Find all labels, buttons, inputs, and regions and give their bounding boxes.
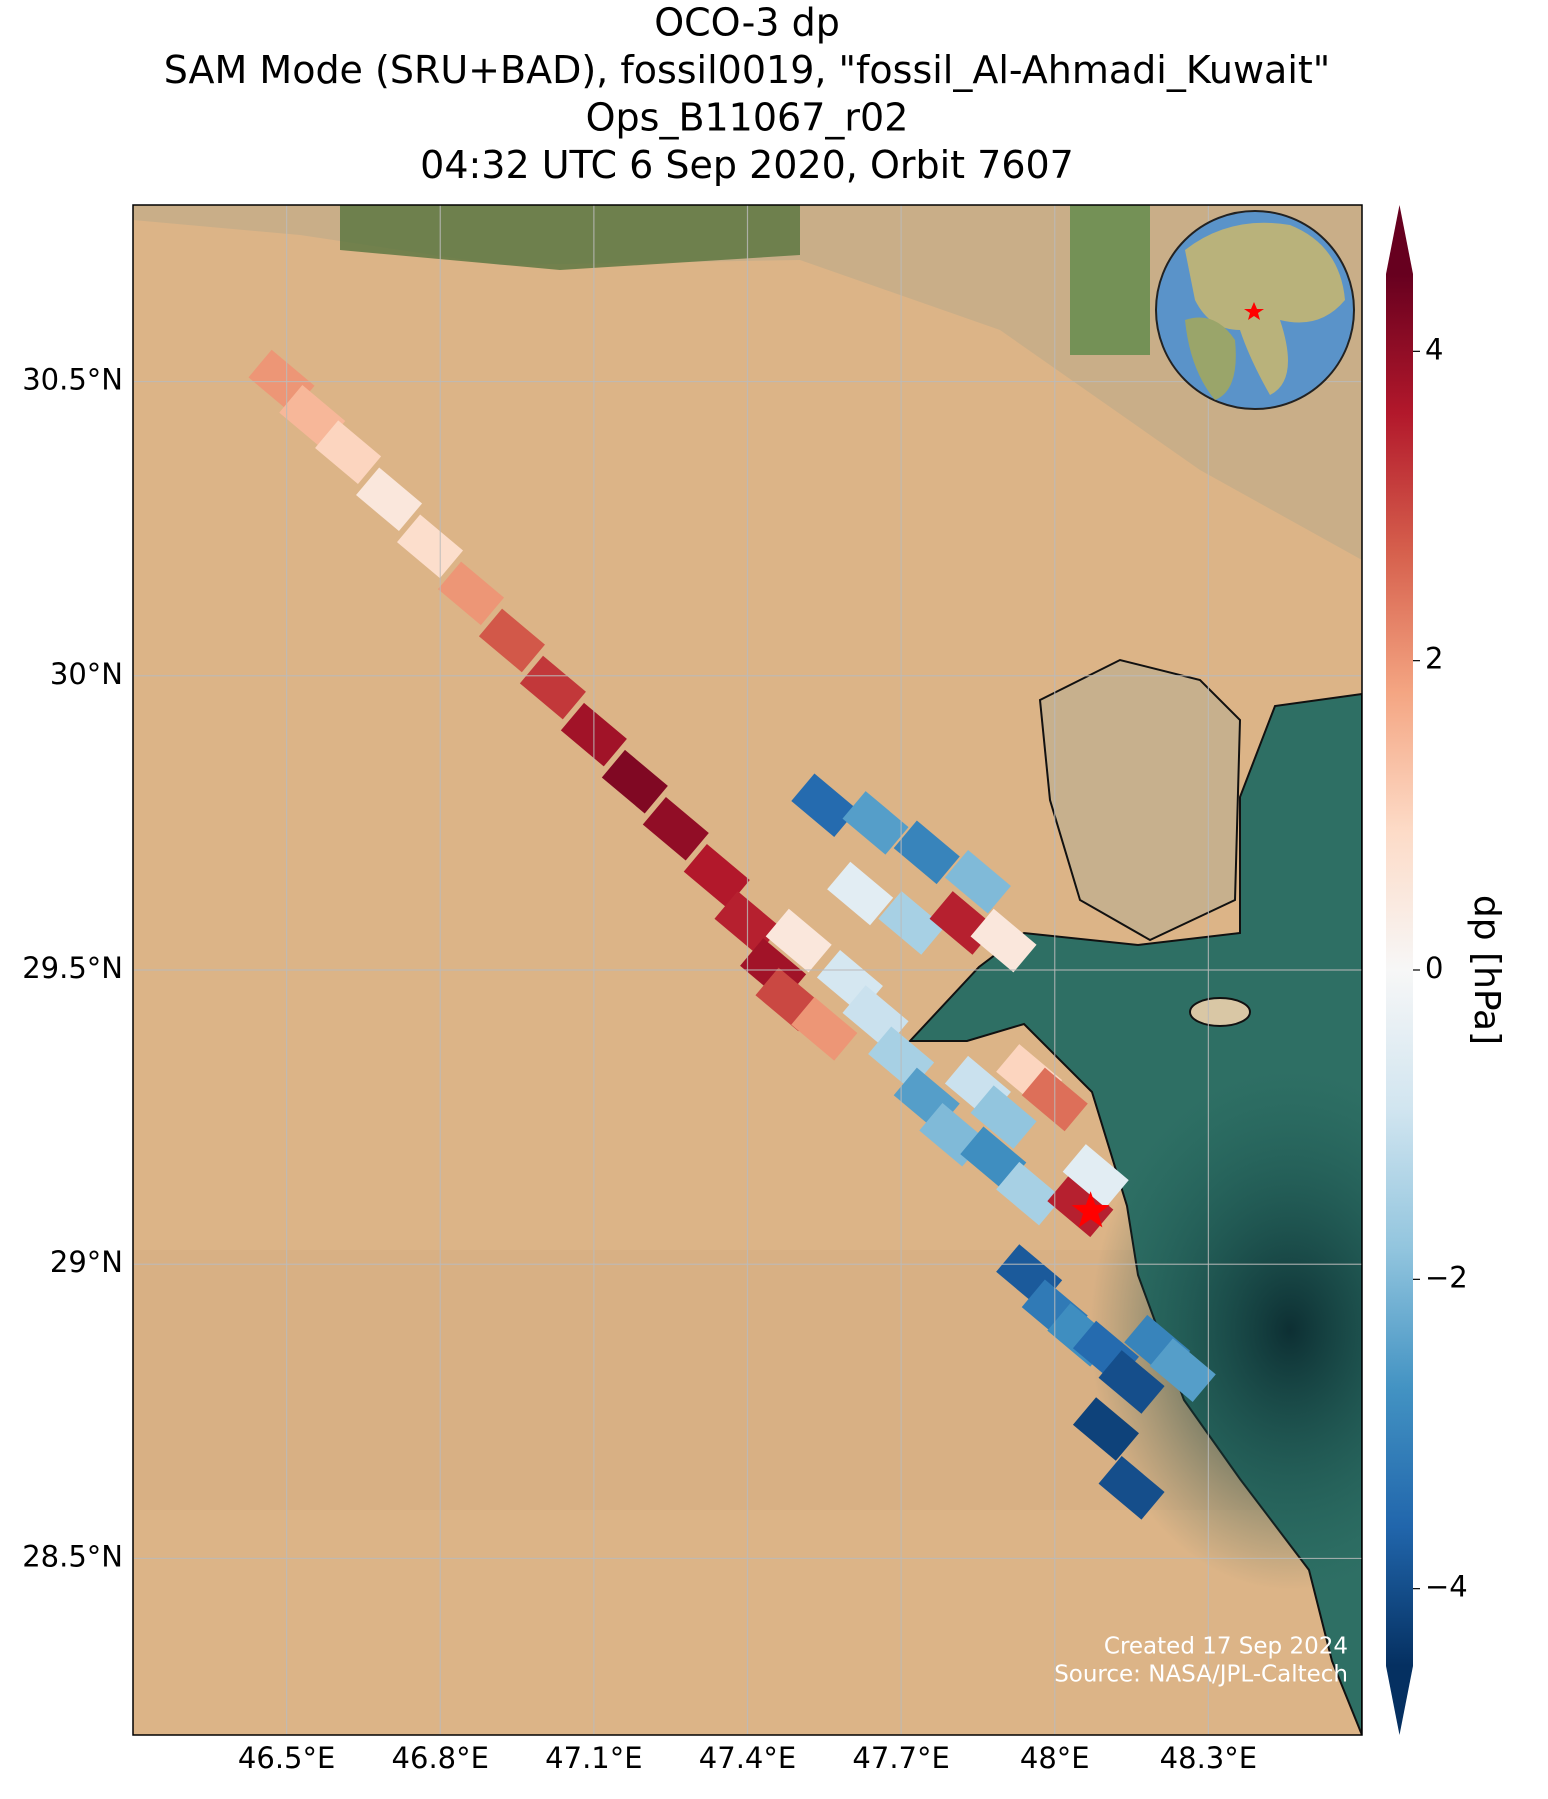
colorbar-tick-label: 2 bbox=[1425, 642, 1443, 676]
x-tick-label: 46.8°E bbox=[392, 1741, 489, 1775]
footprint bbox=[1098, 1350, 1165, 1414]
footprint bbox=[478, 608, 545, 673]
globe-land bbox=[1185, 317, 1236, 400]
footprint bbox=[683, 844, 750, 908]
footprint bbox=[970, 1085, 1037, 1149]
footprint bbox=[1072, 1397, 1139, 1461]
footprint bbox=[827, 861, 894, 926]
chart-title: OCO-3 dp bbox=[654, 1, 840, 45]
colorbar-extend-min bbox=[1386, 1666, 1413, 1735]
x-tick-label: 47.1°E bbox=[545, 1741, 642, 1775]
deep-sea bbox=[1090, 1070, 1362, 1590]
chart-title: 04:32 UTC 6 Sep 2020, Orbit 7607 bbox=[420, 143, 1074, 187]
footprint bbox=[893, 820, 960, 885]
colorbar-label: dp [hPa] bbox=[1466, 895, 1507, 1045]
colorbar bbox=[1386, 274, 1413, 1666]
colorbar-tick-label: 4 bbox=[1425, 332, 1443, 366]
y-tick-label: 28.5°N bbox=[22, 1539, 123, 1573]
y-tick-label: 30.5°N bbox=[22, 363, 123, 397]
grid bbox=[133, 205, 1362, 1735]
colorbar-extend-max bbox=[1386, 205, 1413, 274]
footprint bbox=[437, 561, 504, 626]
footprint bbox=[1062, 1144, 1129, 1208]
footprint bbox=[791, 773, 858, 838]
footprint bbox=[791, 997, 858, 1061]
footprint bbox=[315, 420, 382, 484]
footprint bbox=[765, 908, 832, 973]
x-tick-label: 47.7°E bbox=[852, 1741, 949, 1775]
islet bbox=[1189, 997, 1251, 1027]
footprint bbox=[878, 891, 945, 955]
credit: Created 17 Sep 2024 bbox=[1104, 1634, 1348, 1660]
plot-frame bbox=[132, 204, 1363, 1736]
credit: Source: NASA/JPL-Caltech bbox=[1054, 1662, 1348, 1688]
chart-title: SAM Mode (SRU+BAD), fossil0019, "fossil_… bbox=[164, 48, 1331, 92]
globe-site bbox=[1244, 302, 1264, 320]
x-tick-label: 48.3°E bbox=[1160, 1741, 1257, 1775]
globe-land bbox=[1185, 222, 1345, 395]
inset-globe bbox=[1155, 210, 1355, 410]
y-tick-label: 30°N bbox=[50, 657, 123, 691]
footprint bbox=[601, 749, 668, 814]
footprint bbox=[396, 514, 464, 579]
footprint bbox=[356, 467, 423, 532]
y-tick-label: 29°N bbox=[50, 1245, 123, 1279]
footprint bbox=[996, 1161, 1063, 1226]
colorbar-tick-label: −2 bbox=[1425, 1260, 1468, 1294]
island bbox=[1038, 658, 1242, 942]
footprint bbox=[519, 655, 586, 720]
x-tick-label: 47.4°E bbox=[699, 1741, 796, 1775]
colorbar-tick-label: 0 bbox=[1425, 951, 1443, 985]
chart-title: Ops_B11067_r02 bbox=[586, 96, 909, 140]
site-marker bbox=[1071, 1191, 1110, 1228]
x-tick-label: 48°E bbox=[1020, 1741, 1090, 1775]
y-tick-label: 29.5°N bbox=[22, 951, 123, 985]
x-tick-label: 46.5°E bbox=[238, 1741, 335, 1775]
footprint bbox=[970, 908, 1037, 973]
footprint bbox=[1149, 1338, 1216, 1402]
marsh bbox=[340, 205, 800, 270]
farmland bbox=[1070, 205, 1150, 355]
footprint bbox=[1098, 1456, 1165, 1520]
colorbar-tick-label: −4 bbox=[1425, 1570, 1468, 1604]
footprint bbox=[944, 849, 1011, 914]
footprint bbox=[842, 791, 909, 855]
footprint bbox=[642, 796, 709, 861]
